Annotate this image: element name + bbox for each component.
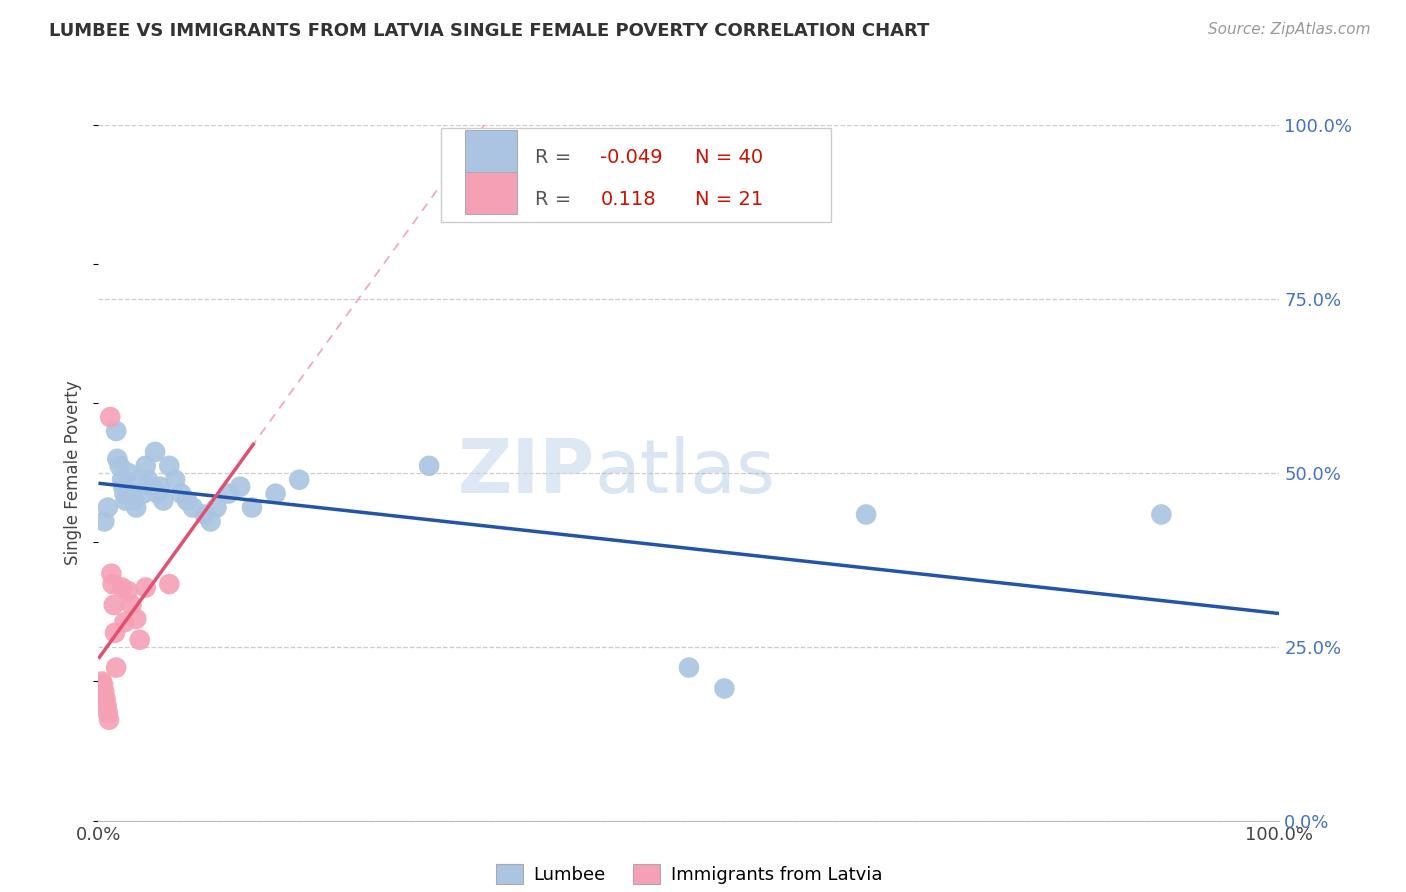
Point xyxy=(114,493,136,508)
Text: R =: R = xyxy=(536,190,572,210)
Point xyxy=(97,706,120,720)
Point xyxy=(111,581,134,595)
Point xyxy=(152,493,174,508)
Point xyxy=(418,458,440,473)
Point xyxy=(678,660,700,674)
Point xyxy=(176,493,198,508)
Point xyxy=(103,598,125,612)
Text: -0.049: -0.049 xyxy=(600,148,664,168)
Text: N = 21: N = 21 xyxy=(695,190,763,210)
Point xyxy=(121,598,143,612)
Point xyxy=(112,486,135,500)
Point xyxy=(125,612,148,626)
Point xyxy=(91,678,114,692)
Point xyxy=(104,625,127,640)
FancyBboxPatch shape xyxy=(464,130,516,172)
Point xyxy=(157,458,180,473)
Point xyxy=(117,584,139,599)
Point xyxy=(141,480,163,494)
Text: N = 40: N = 40 xyxy=(695,148,763,168)
Point xyxy=(100,566,122,581)
Text: ZIP: ZIP xyxy=(457,436,595,509)
Point xyxy=(94,692,117,706)
Point xyxy=(125,500,148,515)
Point xyxy=(93,515,115,529)
Point xyxy=(135,581,157,595)
Legend: Lumbee, Immigrants from Latvia: Lumbee, Immigrants from Latvia xyxy=(488,856,890,892)
Point xyxy=(112,615,135,630)
Point xyxy=(121,486,143,500)
Point xyxy=(101,577,124,591)
Point xyxy=(205,500,228,515)
Point xyxy=(98,410,121,425)
Text: atlas: atlas xyxy=(595,436,776,509)
Point xyxy=(98,713,121,727)
Point xyxy=(108,458,131,473)
Point xyxy=(146,486,169,500)
Text: Source: ZipAtlas.com: Source: ZipAtlas.com xyxy=(1208,22,1371,37)
Text: LUMBEE VS IMMIGRANTS FROM LATVIA SINGLE FEMALE POVERTY CORRELATION CHART: LUMBEE VS IMMIGRANTS FROM LATVIA SINGLE … xyxy=(49,22,929,40)
Point xyxy=(1150,508,1173,522)
Y-axis label: Single Female Poverty: Single Female Poverty xyxy=(65,381,83,565)
Point xyxy=(288,473,311,487)
Point xyxy=(105,424,128,438)
Point xyxy=(128,473,150,487)
Point xyxy=(105,660,128,674)
FancyBboxPatch shape xyxy=(441,128,831,222)
Point xyxy=(855,508,877,522)
Point xyxy=(157,577,180,591)
Point xyxy=(91,674,114,689)
Point xyxy=(105,451,128,466)
Text: R =: R = xyxy=(536,148,572,168)
Point xyxy=(128,632,150,647)
Point xyxy=(112,480,135,494)
Point xyxy=(122,493,145,508)
Point xyxy=(194,508,217,522)
Point xyxy=(240,500,263,515)
Point xyxy=(229,480,252,494)
Point xyxy=(165,473,187,487)
Point xyxy=(136,473,159,487)
Text: 0.118: 0.118 xyxy=(600,190,657,210)
Point xyxy=(143,445,166,459)
Point xyxy=(713,681,735,696)
Point xyxy=(264,486,287,500)
Point xyxy=(96,698,118,713)
Point xyxy=(200,515,222,529)
Point xyxy=(97,500,120,515)
Point xyxy=(93,685,115,699)
Point xyxy=(132,486,155,500)
Point xyxy=(117,466,139,480)
Point xyxy=(135,458,157,473)
Point xyxy=(111,473,134,487)
Point xyxy=(170,486,193,500)
FancyBboxPatch shape xyxy=(464,172,516,214)
Point xyxy=(149,480,172,494)
Point xyxy=(217,486,239,500)
Point xyxy=(181,500,204,515)
